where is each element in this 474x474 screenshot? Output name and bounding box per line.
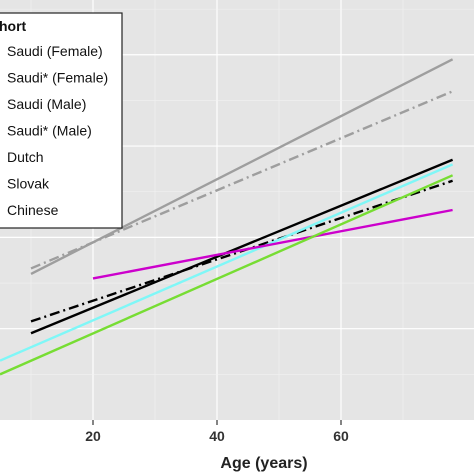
series-line-dutch [0,163,454,362]
series-lines [0,58,454,376]
legend-item-label: Chinese [7,202,59,218]
series-line-chinese [0,174,454,376]
legend-item-label: Saudi* (Male) [7,123,92,139]
x-tick-label: 60 [333,428,349,444]
legend-item-label: Saudi (Male) [7,96,86,112]
legend-title: hort [0,18,27,34]
series-line-saudi-male [30,158,454,335]
legend-item-label: Saudi (Female) [7,43,103,59]
legend-item-label: Saudi* (Female) [7,70,108,86]
grid [0,0,474,420]
legend: hort Saudi (Female) Saudi* (Female) Saudi … [0,12,123,229]
x-axis: 20 40 60 [85,420,349,444]
x-tick-label: 20 [85,428,101,444]
legend-box [0,12,123,229]
series-line-saudi-female [30,58,454,275]
legend-item-label: Slovak [7,176,50,192]
legend-item-label: Dutch [7,149,44,165]
x-axis-title: Age (years) [220,455,307,472]
series-line-saudi-female [30,90,454,270]
series-line-slovak [92,208,453,280]
x-tick-label: 40 [209,428,225,444]
